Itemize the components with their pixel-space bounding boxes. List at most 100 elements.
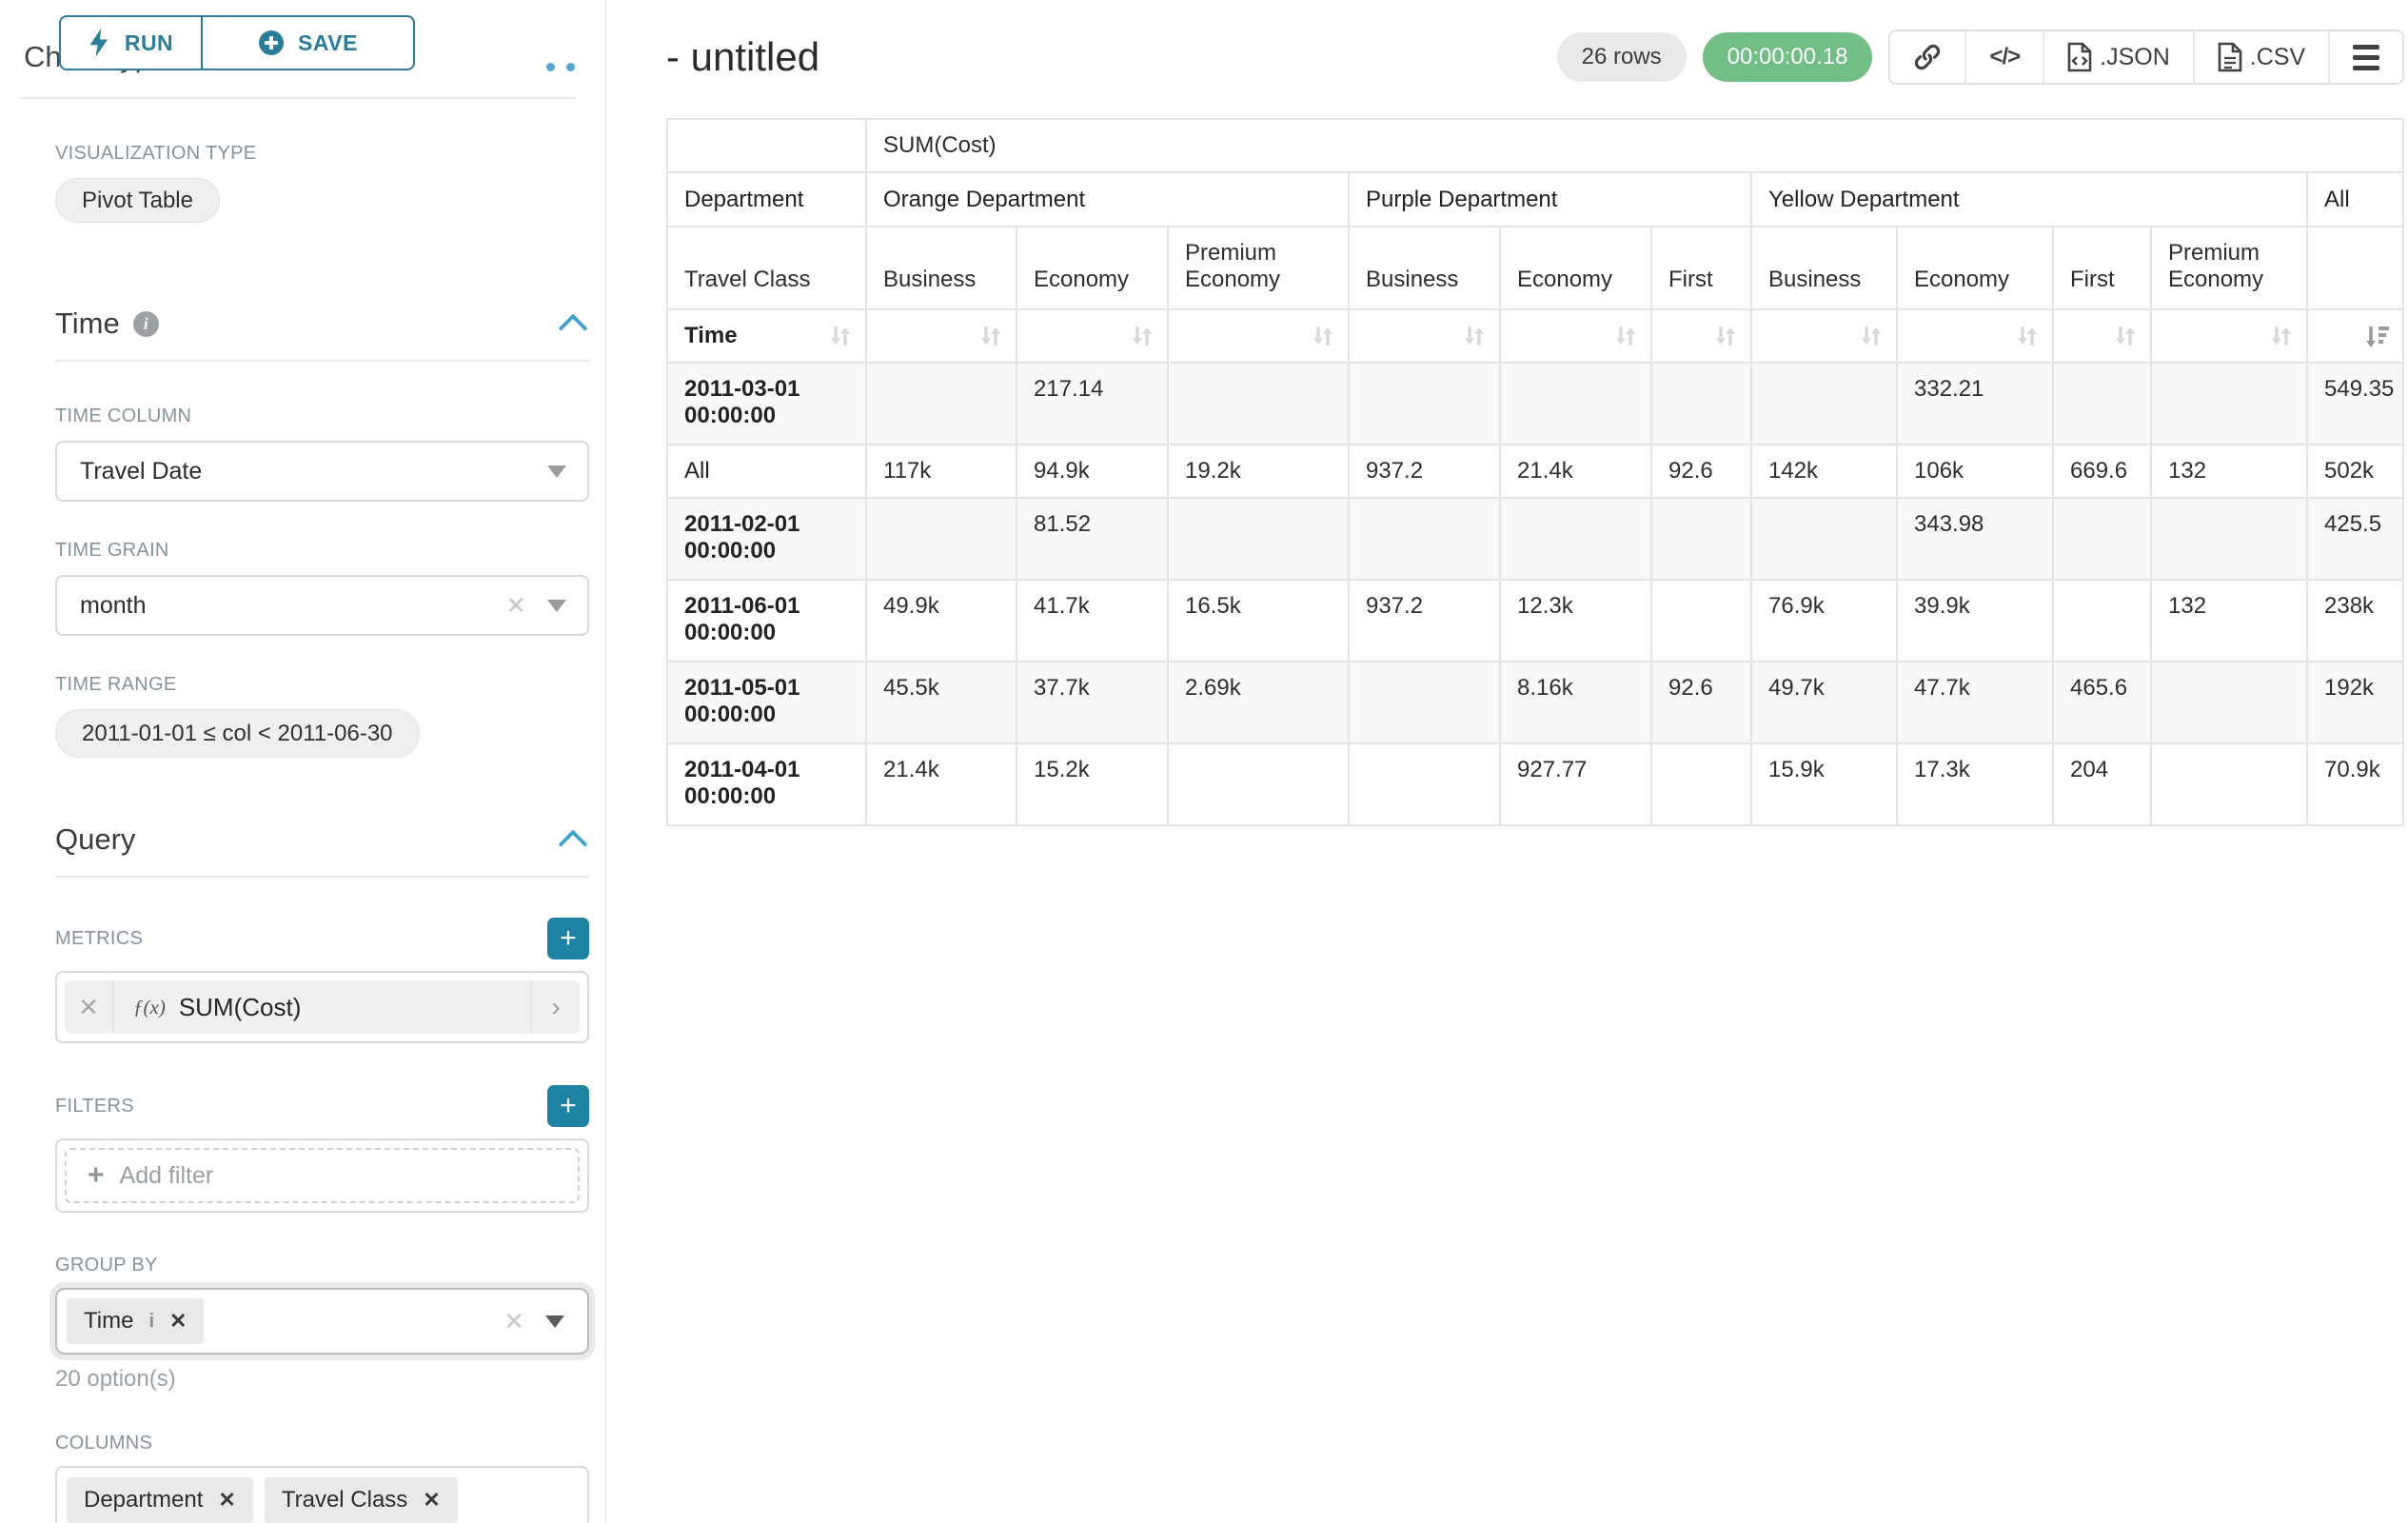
sort-icon[interactable] xyxy=(1461,323,1488,349)
cell xyxy=(1750,362,1898,445)
sort-icon[interactable] xyxy=(1612,323,1639,349)
chevron-up-icon[interactable] xyxy=(558,313,588,344)
query-section-header[interactable]: Query xyxy=(55,822,589,860)
row-header: All xyxy=(666,444,867,499)
sort-icon[interactable] xyxy=(1129,323,1155,349)
cell: 2.69k xyxy=(1167,661,1350,744)
column-group-header: Yellow Department xyxy=(1750,171,2308,227)
corner-cell xyxy=(666,118,867,173)
metric-name: SUM(Cost) xyxy=(178,992,302,1021)
column-header: Business xyxy=(1750,226,1898,310)
add-filter-dropzone[interactable]: + Add filter xyxy=(65,1148,580,1203)
export-json-button[interactable]: .JSON xyxy=(2044,31,2195,83)
columns-tag-travel-class[interactable]: Travel Class ✕ xyxy=(264,1477,458,1523)
columns-tag-department[interactable]: Department ✕ xyxy=(67,1477,253,1523)
viz-type-pill[interactable]: Pivot Table xyxy=(55,178,220,223)
cell xyxy=(1650,362,1752,445)
sort-icon[interactable] xyxy=(977,323,1004,349)
chevron-down-icon[interactable] xyxy=(547,465,566,478)
columns-label: COLUMNS xyxy=(55,1433,153,1454)
add-metric-button[interactable]: + xyxy=(547,918,589,959)
time-grain-select[interactable]: month ✕ xyxy=(55,575,589,636)
sort-header[interactable] xyxy=(1348,308,1501,364)
clear-icon[interactable]: ✕ xyxy=(505,591,526,620)
info-icon: i xyxy=(132,310,159,337)
cell: 204 xyxy=(2052,742,2152,826)
time-range-pill[interactable]: 2011-01-01 ≤ col < 2011-06-30 xyxy=(55,709,420,758)
panel-drag-handle[interactable] xyxy=(546,63,575,71)
run-button[interactable]: RUN xyxy=(59,15,202,70)
sort-icon[interactable] xyxy=(1310,323,1336,349)
cell: 217.14 xyxy=(1016,362,1169,445)
sort-desc-icon[interactable] xyxy=(2364,323,2391,349)
embed-code-button[interactable]: </> xyxy=(1966,31,2045,83)
sort-icon[interactable] xyxy=(2268,323,2295,349)
cell: 669.6 xyxy=(2052,444,2152,499)
query-section-title: Query xyxy=(55,822,136,856)
cell: 117k xyxy=(865,444,1017,499)
sort-icon[interactable] xyxy=(827,323,854,349)
cell: 502k xyxy=(2305,444,2405,499)
cell: 927.77 xyxy=(1499,742,1652,826)
cell xyxy=(2150,661,2308,744)
sort-header[interactable] xyxy=(1016,308,1169,364)
lightning-icon xyxy=(89,29,108,57)
cell: 238k xyxy=(2305,579,2405,663)
copy-link-button[interactable] xyxy=(1890,31,1967,83)
groupby-select[interactable]: Time i ✕ ✕ xyxy=(55,1288,589,1355)
row-header: 2011-06-01 00:00:00 xyxy=(666,579,867,663)
chevron-right-icon[interactable]: › xyxy=(530,980,580,1034)
sort-header[interactable] xyxy=(1499,308,1652,364)
sort-header[interactable] xyxy=(1750,308,1898,364)
sort-icon[interactable] xyxy=(1858,323,1885,349)
cell xyxy=(2052,362,2152,445)
time-column-select[interactable]: Travel Date xyxy=(55,441,589,502)
cell: 21.4k xyxy=(1499,444,1652,499)
sort-header[interactable] xyxy=(865,308,1017,364)
remove-metric-icon[interactable]: ✕ xyxy=(65,980,114,1034)
json-file-icon xyxy=(2067,42,2092,72)
columns-select[interactable]: Department ✕ Travel Class ✕ ✕ xyxy=(55,1466,589,1523)
column-header: First xyxy=(1650,226,1752,310)
cell: 49.7k xyxy=(1750,661,1898,744)
sort-header[interactable] xyxy=(2150,308,2308,364)
menu-button[interactable] xyxy=(2330,31,2403,83)
remove-tag-icon[interactable]: ✕ xyxy=(423,1488,441,1512)
sort-icon[interactable] xyxy=(2112,323,2139,349)
sort-header[interactable] xyxy=(2052,308,2152,364)
cell: 937.2 xyxy=(1348,444,1501,499)
cell xyxy=(1750,497,1898,581)
cell xyxy=(1650,742,1752,826)
time-section-header[interactable]: Time i xyxy=(55,307,589,344)
chart-header: - untitled 26 rows 00:00:00.18 </ xyxy=(666,21,2405,93)
sort-icon[interactable] xyxy=(2014,323,2041,349)
chevron-down-icon[interactable] xyxy=(545,1315,564,1328)
remove-tag-icon[interactable]: ✕ xyxy=(218,1488,236,1512)
sort-icon[interactable] xyxy=(1712,323,1739,349)
column-dimension-label: Travel Class xyxy=(666,226,867,310)
export-csv-button[interactable]: .CSV xyxy=(2194,31,2331,83)
groupby-label: GROUP BY xyxy=(55,1255,158,1276)
cell xyxy=(2150,742,2308,826)
sort-header[interactable] xyxy=(2305,308,2405,364)
column-header: Economy xyxy=(1016,226,1169,310)
save-button[interactable]: SAVE xyxy=(202,15,415,70)
add-filter-button[interactable]: + xyxy=(547,1085,589,1127)
metric-pill[interactable]: ✕ ƒ(x) SUM(Cost) › xyxy=(65,980,580,1034)
row-dimension-sort-header[interactable]: Time xyxy=(666,308,867,364)
cell xyxy=(1650,497,1752,581)
chevron-up-icon[interactable] xyxy=(558,829,588,860)
groupby-tag-time[interactable]: Time i ✕ xyxy=(67,1298,205,1344)
clear-icon[interactable]: ✕ xyxy=(503,1307,524,1335)
chevron-down-icon[interactable] xyxy=(547,599,566,612)
sort-header[interactable] xyxy=(1650,308,1752,364)
cell xyxy=(1499,362,1652,445)
pivot-table-container: SUM(Cost) Department Orange Department Purp… xyxy=(666,118,2405,826)
remove-tag-icon[interactable]: ✕ xyxy=(169,1309,188,1333)
cell: 937.2 xyxy=(1348,579,1501,663)
cell: 94.9k xyxy=(1016,444,1169,499)
sort-header[interactable] xyxy=(1896,308,2054,364)
cell: 15.9k xyxy=(1750,742,1898,826)
sort-header[interactable] xyxy=(1167,308,1350,364)
chart-title[interactable]: - untitled xyxy=(666,34,820,79)
